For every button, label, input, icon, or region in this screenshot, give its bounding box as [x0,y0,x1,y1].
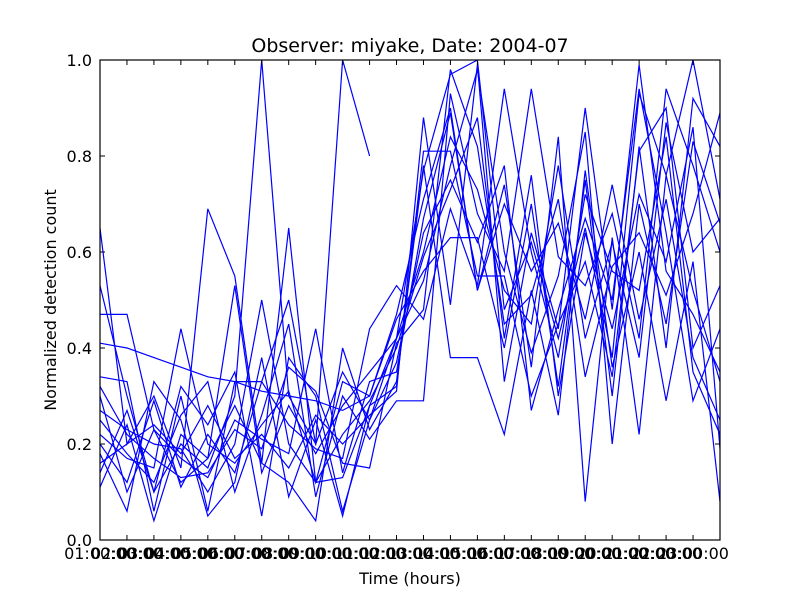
x-tick-label-23: 23:00:00 [657,544,729,563]
y-tick-label-2: 0.2 [67,435,92,454]
y-tick-label-4: 0.6 [67,243,92,262]
plot-lines [100,60,720,521]
y-tick-label-5: 0.8 [67,147,92,166]
y-tick-label-1: 0.0 [67,531,92,550]
series-line-12 [100,89,720,487]
x-axis-label: Time (hours) [358,569,461,588]
chart-title: Observer: miyake, Date: 2004-07 [251,35,568,57]
y-axis-label: Normalized detection count [41,189,60,411]
y-tick-label-6: 1.0 [67,51,92,70]
y-tick-label-3: 0.4 [67,339,92,358]
